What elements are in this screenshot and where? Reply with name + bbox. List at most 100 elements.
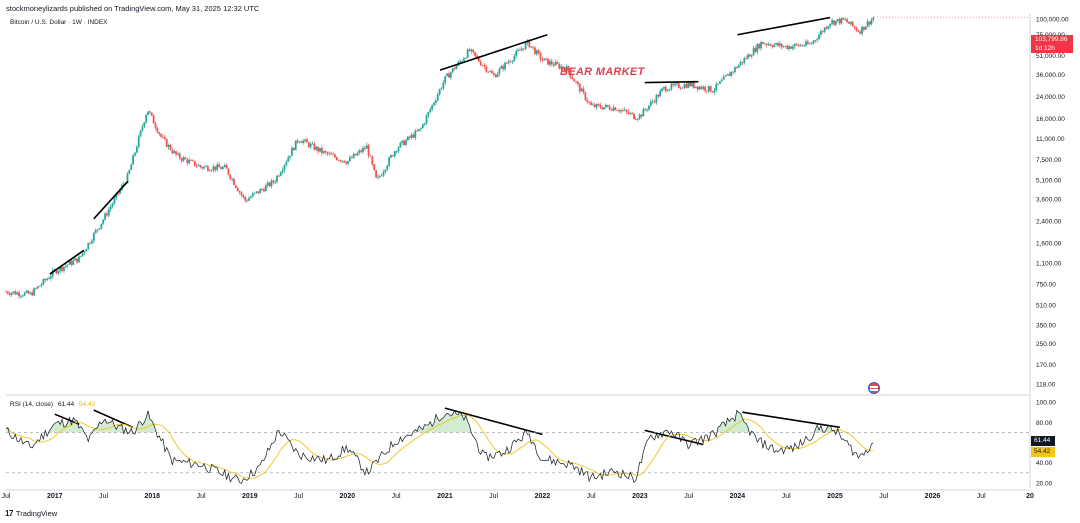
candle-body [352,154,355,159]
candle-body [468,49,471,51]
price-tick-label: 118.00 [1036,382,1056,389]
candle-body [644,109,647,110]
candle-body [61,266,63,271]
candle-body [102,219,105,224]
candle-body [107,209,110,216]
candle-body [806,41,809,44]
candle-body [476,55,478,58]
candle-body [242,195,245,197]
candle-body [35,288,37,290]
candle-body [57,271,60,274]
candle-body [829,23,832,27]
candle-body [109,206,112,210]
candle-body [481,65,484,66]
rsi-legend[interactable]: RSI (14, close) 61.44 54.42 [10,401,95,408]
candle-body [264,185,267,192]
candle-body [816,39,819,41]
candle-body [429,109,432,112]
candle-body [391,155,394,157]
candle-body [306,139,308,143]
candle-body [332,154,334,156]
candle-body [666,90,669,92]
candle-body [799,45,802,47]
candle-body [634,119,637,120]
rsi-trend-line [742,411,840,429]
candle-body [85,249,88,252]
candle-body [135,147,138,153]
candle-body [141,126,144,131]
time-tick-label: 2020 [340,493,356,500]
candle-body [752,48,755,56]
candle-body [584,92,587,100]
candle-body [199,165,202,168]
time-tick-label: 2021 [437,493,453,500]
candle-body [63,266,65,271]
candle-body [786,45,789,49]
candle-body [186,159,189,164]
candle-body [838,19,841,24]
candle-body [782,46,785,48]
candle-body [485,66,488,72]
candle-body [405,140,407,146]
footer[interactable]: 17 TradingView [5,509,57,518]
candle-body [259,189,262,194]
candle-body [414,130,417,138]
candle-body [337,160,340,161]
candle-body [709,86,712,92]
candle-body [378,176,381,177]
candle-body [842,17,845,20]
candle-body [825,27,828,29]
candle-body [40,284,43,286]
candle-body [96,229,99,231]
candle-body [821,31,824,32]
candle-body [296,140,299,143]
candle-body [420,128,422,130]
candle-body [263,189,265,192]
us-flag-icon[interactable] [868,382,880,394]
candle-body [739,62,742,65]
candle-body [287,157,290,162]
candle-body [489,71,491,73]
candle-body [558,63,561,69]
rsi-trend-line [444,407,543,436]
candle-body [748,54,751,57]
candle-body [734,67,736,72]
candle-body [582,88,585,93]
candle-body [44,279,47,281]
candle-body [192,160,194,161]
candle-body [270,180,273,187]
candle-body [730,71,733,76]
candle-body [477,57,480,62]
candle-body [679,87,682,89]
candle-body [812,40,815,44]
candle-body [780,43,783,47]
candle-body [373,164,376,171]
symbol-legend[interactable]: Bitcoin / U.S. Dollar · 1W · INDEX [10,19,108,26]
rsi-value-badge: 61.44 [1031,436,1055,446]
candle-body [784,45,787,47]
candle-body [139,130,142,137]
candle-body [149,111,151,113]
candle-body [152,115,155,124]
candle-body [203,166,206,169]
trend-lines [49,16,840,446]
candle-body [427,111,430,116]
candle-body [393,151,396,157]
price-tick-label: 16,000.00 [1036,116,1065,123]
trend-line [439,33,548,71]
trend-line [93,180,129,220]
price-tick-label: 170.00 [1036,362,1056,369]
candle-body [631,113,634,114]
candle-body [550,60,553,65]
price-tick-label: 350.00 [1036,323,1056,330]
candle-body [565,66,568,72]
candle-body [317,146,320,152]
candle-body [560,66,563,69]
candle-body [77,256,80,263]
candle-body [201,167,204,169]
candle-body [283,164,286,170]
candle-body [593,104,596,108]
rsi-ma-badge: 54.42 [1031,447,1055,457]
candle-body [25,290,28,293]
